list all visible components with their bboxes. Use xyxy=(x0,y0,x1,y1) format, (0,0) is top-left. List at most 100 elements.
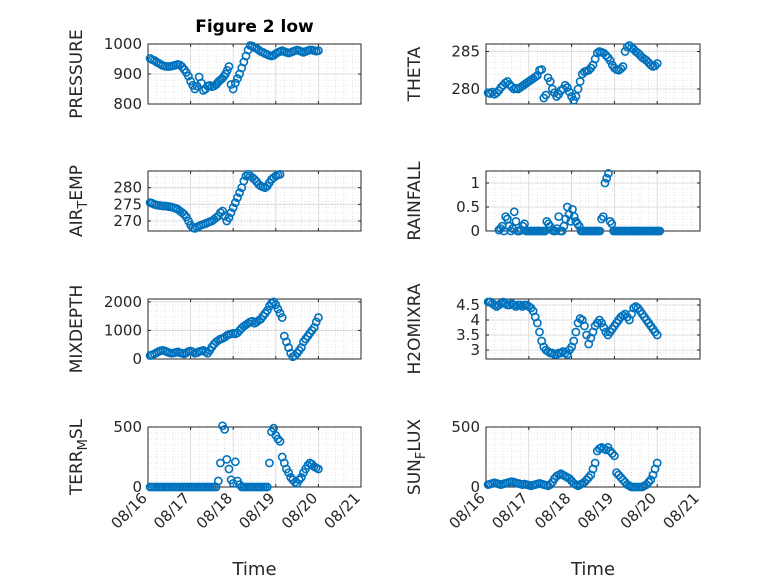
data-point xyxy=(186,76,195,86)
data-point xyxy=(616,472,626,482)
data-point xyxy=(220,424,230,434)
data-point xyxy=(226,80,236,89)
data-point xyxy=(607,448,617,458)
subplot-sun_flux: 0 500 08/16 08/17 08/18 08/19 08/20 08/21 SUNFLU… xyxy=(405,418,703,580)
data-point xyxy=(532,71,542,80)
data-point xyxy=(650,61,660,71)
y-tick-label: 280 xyxy=(113,179,142,197)
data-point xyxy=(598,212,608,221)
y-tick-label: 3 xyxy=(470,341,480,359)
y-tick-label: 275 xyxy=(113,195,142,213)
data-point xyxy=(216,458,225,468)
data-point xyxy=(262,482,272,492)
axes-frame xyxy=(147,298,362,360)
data-point xyxy=(575,77,585,86)
data-point xyxy=(233,74,242,83)
data-point xyxy=(580,477,589,487)
y-tick-label: 285 xyxy=(451,43,480,61)
data-point xyxy=(250,174,259,184)
data-point xyxy=(562,83,572,92)
y-axis-label: H2OMIXRA xyxy=(405,283,425,374)
data-point xyxy=(184,71,193,81)
data-series xyxy=(483,297,662,359)
x-axis-label: Time xyxy=(570,559,615,580)
data-point xyxy=(618,62,628,71)
axes-frame xyxy=(485,43,701,105)
x-axis-label: Time xyxy=(231,559,276,580)
data-point xyxy=(233,193,242,203)
data-point xyxy=(277,313,287,322)
y-tick-label: 270 xyxy=(113,212,142,230)
data-series xyxy=(145,169,285,233)
plot-area xyxy=(148,427,361,487)
data-point xyxy=(273,304,283,314)
subplot-mixdepth: 0 1000 2000 MIXDEPTH xyxy=(67,285,362,373)
y-axis-label: PRESSURE xyxy=(67,29,87,118)
data-point xyxy=(230,457,240,467)
data-point xyxy=(655,226,665,236)
x-tick-label: 08/20 xyxy=(617,489,660,532)
minor-grid xyxy=(486,171,700,231)
data-point xyxy=(313,46,323,55)
data-point xyxy=(560,80,570,90)
data-point xyxy=(239,176,249,186)
y-tick-label: 1000 xyxy=(104,321,142,339)
data-point xyxy=(224,62,234,71)
data-point xyxy=(601,445,611,455)
plot-area xyxy=(486,171,700,231)
data-point xyxy=(275,308,285,318)
data-point xyxy=(605,446,615,456)
figure-title: Figure 2 low xyxy=(195,17,314,37)
x-tick-label: 08/17 xyxy=(150,489,193,532)
data-point xyxy=(275,169,285,179)
subplot-h2omixra: 33.544.5 H2OMIXRA xyxy=(405,283,701,375)
data-point xyxy=(224,464,234,474)
data-point xyxy=(224,213,234,223)
axes-frame xyxy=(147,170,362,232)
data-series xyxy=(483,41,662,105)
data-point xyxy=(265,458,274,468)
y-tick-label: 0.5 xyxy=(456,198,480,216)
x-tick-label: 08/18 xyxy=(193,489,236,532)
minor-grid xyxy=(486,299,700,359)
data-point xyxy=(580,321,589,331)
y-tick-label: 3.5 xyxy=(456,326,480,344)
x-tick-label: 08/16 xyxy=(108,489,151,532)
y-axis-label: TERRMSL xyxy=(67,418,91,496)
data-point xyxy=(605,56,615,65)
data-point xyxy=(222,454,232,464)
y-tick-label: 4 xyxy=(470,311,480,329)
data-point xyxy=(535,327,544,337)
y-axis-label: RAINFALL xyxy=(405,161,425,241)
data-point xyxy=(644,477,654,487)
y-tick-label: 0 xyxy=(470,478,480,496)
data-point xyxy=(573,84,583,94)
y-axis-label: SUNFLUX xyxy=(405,419,429,496)
data-series xyxy=(145,421,323,492)
data-point xyxy=(565,474,574,483)
data-point xyxy=(552,92,562,101)
data-point xyxy=(492,88,502,98)
y-tick-label: 2000 xyxy=(104,293,142,311)
x-tick-label: 08/18 xyxy=(531,489,574,532)
data-point xyxy=(652,59,662,68)
data-point xyxy=(584,65,594,75)
y-tick-label: 280 xyxy=(451,80,480,98)
data-point xyxy=(646,475,656,485)
data-point xyxy=(565,87,574,97)
data-point xyxy=(235,188,244,198)
y-tick-label: 500 xyxy=(451,418,480,436)
y-tick-label: 0 xyxy=(470,222,480,240)
y-tick-label: 1 xyxy=(470,174,480,192)
data-point xyxy=(290,351,300,360)
data-point xyxy=(226,208,236,218)
data-point xyxy=(230,78,240,88)
minor-grid xyxy=(148,299,361,359)
data-point xyxy=(273,434,283,444)
data-point xyxy=(590,458,600,468)
y-tick-label: 0 xyxy=(132,478,142,496)
data-point xyxy=(271,300,281,310)
x-tick-label: 08/16 xyxy=(446,489,489,532)
data-point xyxy=(602,173,612,183)
